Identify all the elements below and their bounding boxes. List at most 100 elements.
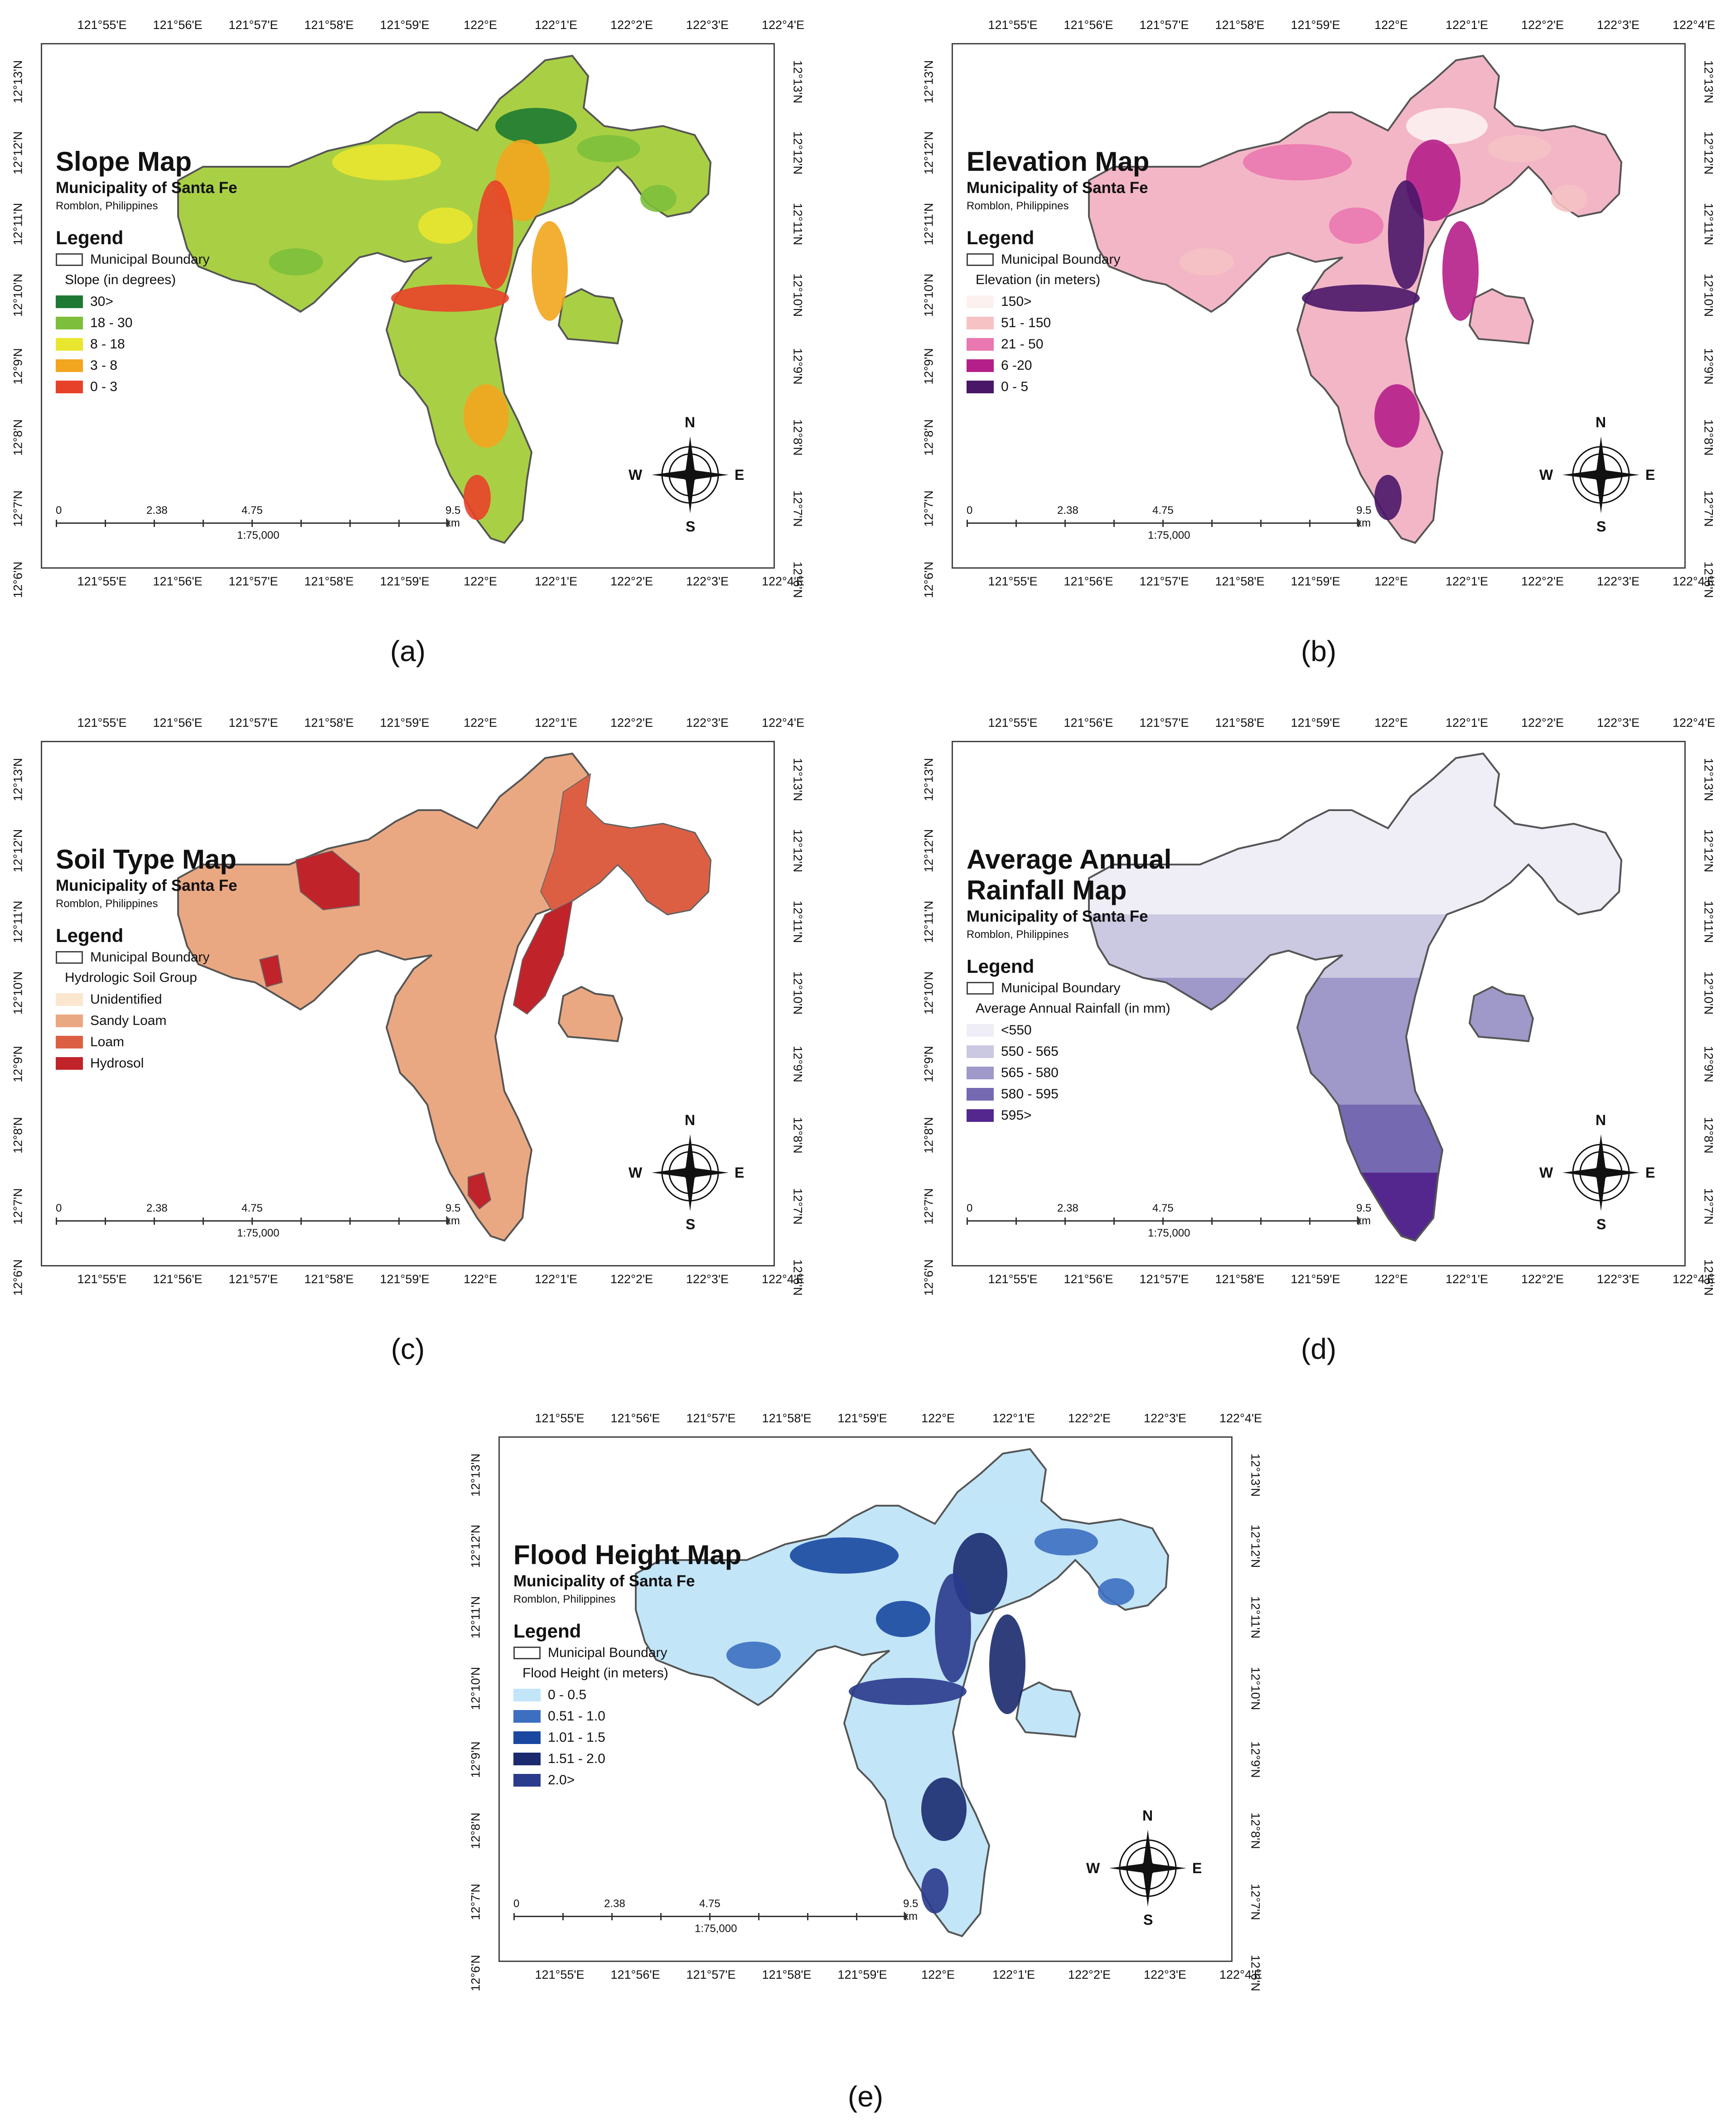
scale-tick — [398, 1218, 400, 1225]
compass-n: N — [685, 414, 696, 430]
legend-caption: Flood Height (in meters) — [522, 1666, 668, 1681]
lat-tick-right: 12°9'N — [1248, 1741, 1262, 1778]
lat-tick-left: 12°8'N — [469, 1812, 483, 1849]
scale-ratio: 1:75,000 — [237, 1227, 280, 1239]
scale-tick — [203, 520, 204, 527]
compass-e: E — [735, 1164, 745, 1181]
municipality-map — [635, 1448, 1170, 1937]
class-zone — [989, 1614, 1025, 1714]
scale-label: 0 — [513, 1898, 520, 1910]
lon-tick-bottom: 122°4'E — [1672, 575, 1716, 588]
lon-tick-bottom: 121°55'E — [535, 1968, 585, 1981]
lat-tick-left: 12°6'N — [922, 1259, 936, 1296]
lon-tick-top: 122°4'E — [1672, 18, 1716, 32]
north-arrow-compass: N S E W — [1539, 1112, 1660, 1232]
scale-label: 9.5 km — [1356, 1202, 1372, 1227]
legend-item: 2.0> — [513, 1773, 575, 1788]
lat-tick-right: 12°11'N — [1702, 900, 1716, 943]
legend-swatch — [513, 1731, 541, 1744]
scale-tick — [1211, 520, 1213, 527]
legend-item: 51 - 150 — [967, 315, 1051, 331]
lat-tick-right: 12°7'N — [1702, 490, 1716, 527]
lat-tick-left: 12°7'N — [922, 1188, 936, 1225]
legend-label: Hydrosol — [90, 1056, 144, 1071]
lon-tick-bottom: 121°57'E — [1139, 1272, 1189, 1286]
class-zone — [1442, 221, 1479, 321]
lon-tick-bottom: 121°58'E — [1215, 575, 1265, 588]
map-frame: Average Annual Rainfall Map Municipality o… — [952, 741, 1686, 1266]
scale-ratio: 1:75,000 — [237, 529, 280, 541]
lon-tick-bottom: 121°55'E — [988, 1272, 1038, 1286]
soil-zone — [295, 850, 360, 911]
map-frame: Flood Height Map Municipality of Santa Fe… — [498, 1436, 1233, 1962]
compass-n: N — [1142, 1807, 1153, 1824]
lat-tick-right: 12°7'N — [791, 1188, 805, 1225]
legend-caption: Elevation (in meters) — [976, 272, 1101, 287]
scale-label: 2.38 — [604, 1898, 625, 1910]
legend-item: 0 - 3 — [56, 379, 117, 395]
lon-tick-top: 121°57'E — [228, 18, 278, 32]
scale-bar: 0 2.38 4.75 9.5 km 1:75,000 — [967, 1202, 1383, 1243]
lat-tick-left: 12°7'N — [11, 490, 25, 527]
lon-tick-top: 121°59'E — [837, 1411, 887, 1425]
lon-tick-top: 121°55'E — [988, 716, 1038, 730]
boundary-swatch — [967, 253, 994, 266]
lat-tick-left: 12°11'N — [11, 203, 25, 246]
legend-swatch — [967, 381, 994, 393]
legend-item: 550 - 565 — [967, 1044, 1059, 1059]
map-title: Elevation Map — [967, 146, 1149, 177]
lon-tick-top: 121°55'E — [77, 18, 127, 32]
lon-tick-top: 121°55'E — [77, 716, 127, 730]
lon-tick-top: 122°1'E — [1445, 716, 1489, 730]
scale-tick — [251, 520, 253, 527]
lon-tick-bottom: 121°56'E — [153, 575, 203, 588]
soil-zone — [468, 1172, 492, 1210]
legend-swatch — [513, 1689, 541, 1701]
compass-e: E — [735, 467, 745, 483]
lon-tick-top: 122°3'E — [1596, 716, 1640, 730]
compass-n: N — [1596, 414, 1606, 430]
class-zone — [495, 108, 577, 144]
lat-tick-left: 12°7'N — [469, 1884, 483, 1920]
legend-label: 18 - 30 — [90, 315, 133, 330]
lon-tick-bottom: 122°3'E — [686, 575, 729, 588]
lon-tick-bottom: 121°59'E — [380, 1272, 430, 1286]
scale-tick — [660, 1913, 662, 1920]
scale-ratio: 1:75,000 — [695, 1923, 737, 1935]
legend-label: 150> — [1001, 294, 1032, 309]
lat-tick-left: 12°6'N — [469, 1955, 483, 1991]
compass-rose-icon — [652, 436, 729, 513]
scale-tick — [1113, 1218, 1115, 1225]
legend-item: Sandy Loam — [56, 1013, 166, 1029]
map-title-line: Soil Type Map — [56, 844, 237, 874]
figure-caption: (a) — [390, 635, 426, 667]
lat-tick-left: 12°7'N — [922, 490, 936, 527]
lon-tick-bottom: 122°2'E — [1068, 1968, 1111, 1981]
scale-line — [56, 522, 450, 524]
boundary-swatch — [56, 951, 83, 964]
legend-swatch — [56, 295, 83, 308]
lon-tick-top: 121°57'E — [228, 716, 278, 730]
class-zone — [1180, 248, 1234, 275]
class-zone — [953, 1501, 1035, 1537]
class-zone — [332, 144, 441, 180]
scale-line — [56, 1220, 450, 1222]
map-place: Romblon, Philippines — [967, 928, 1069, 941]
scale-tick — [1162, 1218, 1164, 1225]
legend-boundary: Municipal Boundary — [56, 950, 209, 965]
legend-label: Sandy Loam — [90, 1013, 167, 1028]
scale-label: 2.38 — [146, 504, 168, 517]
class-zone — [1488, 135, 1551, 162]
lon-tick-bottom: 121°58'E — [1215, 1272, 1265, 1286]
compass-rose-icon — [1562, 1134, 1639, 1211]
legend-item: <550 — [967, 1023, 1032, 1038]
lon-tick-bottom: 122°1'E — [992, 1968, 1035, 1981]
lon-tick-top: 121°59'E — [380, 18, 430, 32]
scale-line — [513, 1916, 908, 1917]
rainfall-zone — [1089, 978, 1621, 1105]
lat-tick-right: 12°6'N — [1248, 1955, 1262, 1991]
lon-tick-bottom: 122°2'E — [610, 1272, 653, 1286]
map-title: Average Annual Rainfall Map — [967, 844, 1171, 906]
lon-tick-bottom: 122°3'E — [1596, 1272, 1640, 1286]
compass-e: E — [1645, 467, 1655, 483]
